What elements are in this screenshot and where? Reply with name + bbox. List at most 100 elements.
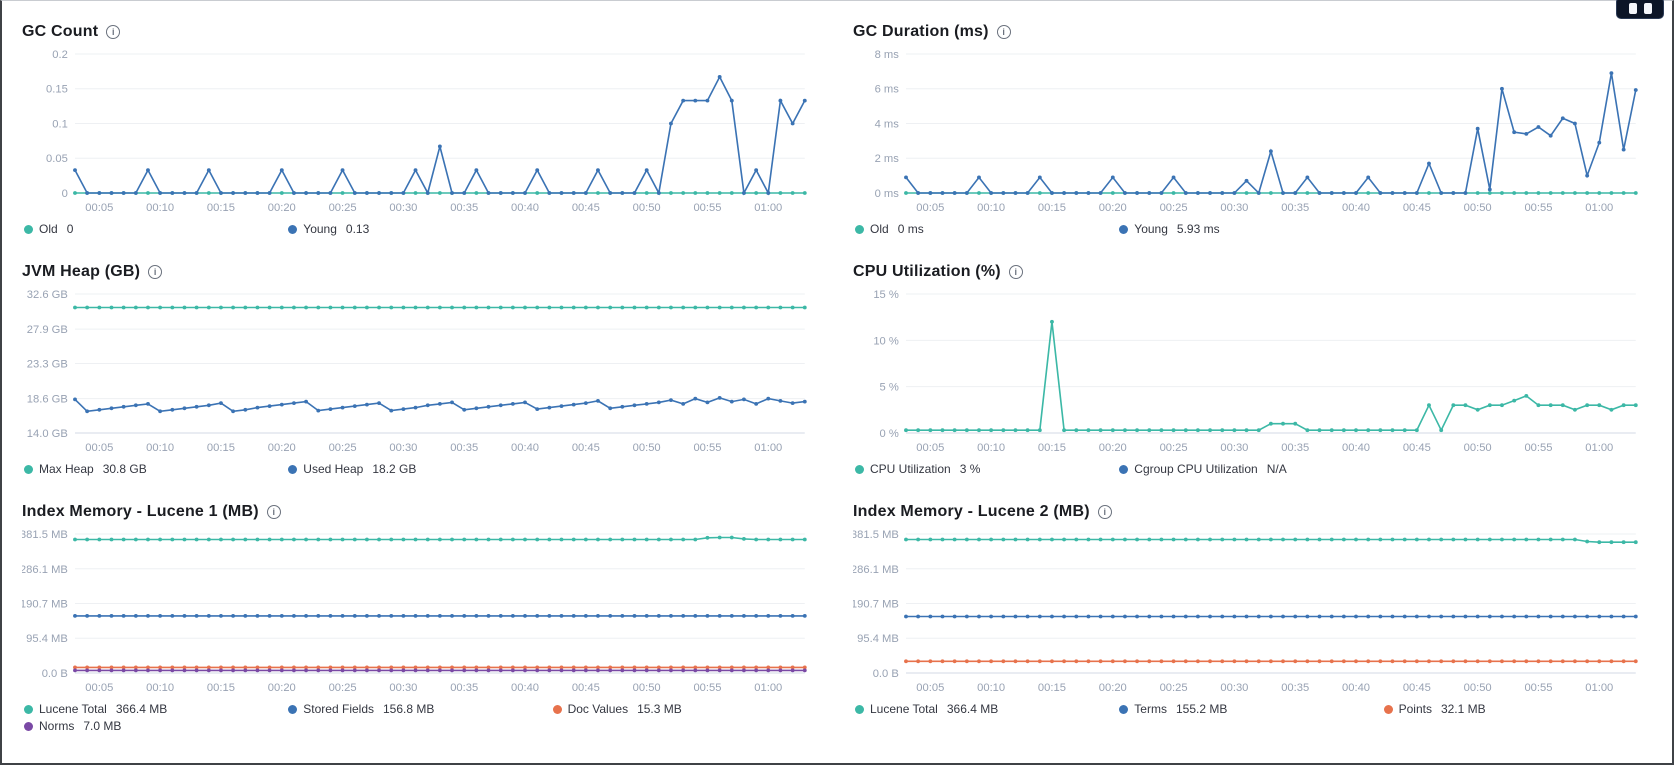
svg-text:4 ms: 4 ms xyxy=(875,119,900,131)
legend-label: Max Heap xyxy=(39,462,94,476)
svg-text:00:15: 00:15 xyxy=(207,202,235,214)
svg-text:0.05: 0.05 xyxy=(46,153,68,165)
legend-dot xyxy=(1119,224,1129,234)
svg-text:0 ms: 0 ms xyxy=(875,188,900,200)
legend-label: Stored Fields xyxy=(303,702,374,716)
svg-text:00:40: 00:40 xyxy=(1342,682,1370,694)
legend-dot xyxy=(855,224,864,234)
svg-text:00:10: 00:10 xyxy=(146,442,174,454)
svg-text:01:00: 01:00 xyxy=(1585,682,1613,694)
chart-header: GC Count i xyxy=(22,23,817,41)
svg-text:190.7 MB: 190.7 MB xyxy=(853,599,899,611)
legend-item[interactable]: Terms 155.2 MB xyxy=(1119,702,1383,716)
chart-title: Index Memory - Lucene 2 (MB) xyxy=(853,503,1090,520)
legend-item[interactable]: Cgroup CPU Utilization N/A xyxy=(1119,462,1383,476)
chart-header: CPU Utilization (%) i xyxy=(853,263,1648,281)
info-icon[interactable]: i xyxy=(996,25,1011,39)
svg-text:00:05: 00:05 xyxy=(916,442,944,454)
legend-item[interactable]: Norms 7.0 MB xyxy=(24,719,288,733)
svg-text:00:50: 00:50 xyxy=(1464,682,1492,694)
legend-item[interactable]: Young 5.93 ms xyxy=(1119,222,1383,236)
svg-text:381.5 MB: 381.5 MB xyxy=(22,529,68,541)
legend-item[interactable]: Max Heap 30.8 GB xyxy=(24,462,288,476)
chart-header: JVM Heap (GB) i xyxy=(22,263,817,281)
svg-text:00:45: 00:45 xyxy=(1403,442,1431,454)
chart-jvm-heap[interactable]: 14.0 GB 18.6 GB 23.3 GB 27.9 GB 32.6 GB 00:05… xyxy=(22,285,817,460)
svg-text:00:20: 00:20 xyxy=(268,202,296,214)
svg-text:00:30: 00:30 xyxy=(389,442,417,454)
legend-value: 155.2 MB xyxy=(1175,702,1228,716)
legend-label: Old xyxy=(870,222,889,236)
chart-index-memory-lucene-2[interactable]: 0.0 B 95.4 MB 190.7 MB 286.1 MB 381.5 MB 00:0… xyxy=(853,525,1648,700)
legend-label: Cgroup CPU Utilization xyxy=(1134,462,1258,476)
legend-label: Norms xyxy=(39,719,75,733)
chart-panel-gc-count: GC Count i 0 0.05 0.1 0.15 0.2 00:05 00:10 00:1… xyxy=(22,23,817,239)
svg-text:27.9 GB: 27.9 GB xyxy=(27,324,68,336)
legend-value: 18.2 GB xyxy=(372,462,417,476)
legend-item[interactable]: Lucene Total 366.4 MB xyxy=(24,702,288,716)
legend-value: 156.8 MB xyxy=(383,702,435,716)
svg-text:00:50: 00:50 xyxy=(1464,442,1492,454)
legend-item[interactable]: Used Heap 18.2 GB xyxy=(288,462,552,476)
svg-text:00:05: 00:05 xyxy=(85,202,113,214)
info-icon[interactable]: i xyxy=(148,265,163,279)
svg-text:00:20: 00:20 xyxy=(268,442,296,454)
svg-text:10 %: 10 % xyxy=(873,335,899,347)
legend-item[interactable]: Young 0.13 xyxy=(288,222,552,236)
svg-text:00:15: 00:15 xyxy=(207,442,235,454)
info-icon[interactable]: i xyxy=(266,505,281,519)
legend-value: 3 % xyxy=(959,462,981,476)
svg-text:00:15: 00:15 xyxy=(207,682,235,694)
legend-value: 366.4 MB xyxy=(946,702,999,716)
legend-item[interactable]: Lucene Total 366.4 MB xyxy=(855,702,1119,716)
svg-text:15 %: 15 % xyxy=(873,289,899,301)
info-icon[interactable]: i xyxy=(1097,505,1112,519)
svg-text:190.7 MB: 190.7 MB xyxy=(22,599,68,611)
chart-title: GC Duration (ms) xyxy=(853,23,989,40)
svg-text:00:05: 00:05 xyxy=(916,682,944,694)
chart-legend: Lucene Total 366.4 MB Terms 155.2 MB Points 3… xyxy=(853,702,1648,719)
chart-panel-jvm-heap: JVM Heap (GB) i 14.0 GB 18.6 GB 23.3 GB 27.… xyxy=(22,263,817,479)
chart-panel-index-memory-lucene-2: Index Memory - Lucene 2 (MB) i 0.0 B 95.4… xyxy=(853,503,1648,736)
chart-title: CPU Utilization (%) xyxy=(853,263,1001,280)
svg-text:00:10: 00:10 xyxy=(977,442,1005,454)
legend-item[interactable]: Points 32.1 MB xyxy=(1383,702,1648,716)
chart-legend: Max Heap 30.8 GB Used Heap 18.2 GB xyxy=(22,462,817,479)
legend-item[interactable]: Stored Fields 156.8 MB xyxy=(288,702,552,716)
legend-item[interactable]: Doc Values 15.3 MB xyxy=(552,702,817,716)
chart-index-memory-lucene-1[interactable]: 0.0 B 95.4 MB 190.7 MB 286.1 MB 381.5 MB 00:0… xyxy=(22,525,817,700)
legend-item[interactable]: CPU Utilization 3 % xyxy=(855,462,1119,476)
legend-value: 5.93 ms xyxy=(1176,222,1220,236)
svg-text:00:45: 00:45 xyxy=(572,442,600,454)
svg-text:8 ms: 8 ms xyxy=(875,49,900,61)
svg-text:00:55: 00:55 xyxy=(693,202,721,214)
legend-item[interactable]: Old 0 xyxy=(24,222,288,236)
svg-text:00:10: 00:10 xyxy=(146,202,174,214)
browser-extension-badge[interactable] xyxy=(1616,0,1664,19)
svg-text:00:25: 00:25 xyxy=(329,682,357,694)
chart-panel-cpu-utilization: CPU Utilization (%) i 0 % 5 % 10 % 15 % 00:0… xyxy=(853,263,1648,479)
svg-text:00:25: 00:25 xyxy=(1160,682,1188,694)
legend-value: 32.1 MB xyxy=(1440,702,1486,716)
svg-text:00:30: 00:30 xyxy=(1220,442,1248,454)
chart-legend: Old 0 ms Young 5.93 ms xyxy=(853,222,1648,239)
charts-grid: GC Count i 0 0.05 0.1 0.15 0.2 00:05 00:10 00:1… xyxy=(22,23,1648,736)
legend-value: 366.4 MB xyxy=(115,702,168,716)
svg-text:00:05: 00:05 xyxy=(85,682,113,694)
chart-gc-count[interactable]: 0 0.05 0.1 0.15 0.2 00:05 00:10 00:15 00:20 00:25… xyxy=(22,45,817,220)
chart-legend: Lucene Total 366.4 MB Stored Fields 156.8 M… xyxy=(22,702,817,736)
legend-label: Young xyxy=(303,222,337,236)
svg-text:286.1 MB: 286.1 MB xyxy=(22,564,68,576)
svg-text:0 %: 0 % xyxy=(880,428,899,440)
chart-gc-duration[interactable]: 0 ms 2 ms 4 ms 6 ms 8 ms 00:05 00:10 00:15 00:20… xyxy=(853,45,1648,220)
info-icon[interactable]: i xyxy=(106,25,121,39)
svg-text:01:00: 01:00 xyxy=(754,682,782,694)
legend-dot xyxy=(855,464,864,474)
info-icon[interactable]: i xyxy=(1008,265,1023,279)
svg-text:00:50: 00:50 xyxy=(633,202,661,214)
legend-label: Points xyxy=(1398,702,1432,716)
chart-cpu-utilization[interactable]: 0 % 5 % 10 % 15 % 00:05 00:10 00:15 00:20 00:25 0… xyxy=(853,285,1648,460)
legend-value: 30.8 GB xyxy=(102,462,147,476)
legend-item[interactable]: Old 0 ms xyxy=(855,222,1119,236)
legend-dot xyxy=(855,704,864,714)
